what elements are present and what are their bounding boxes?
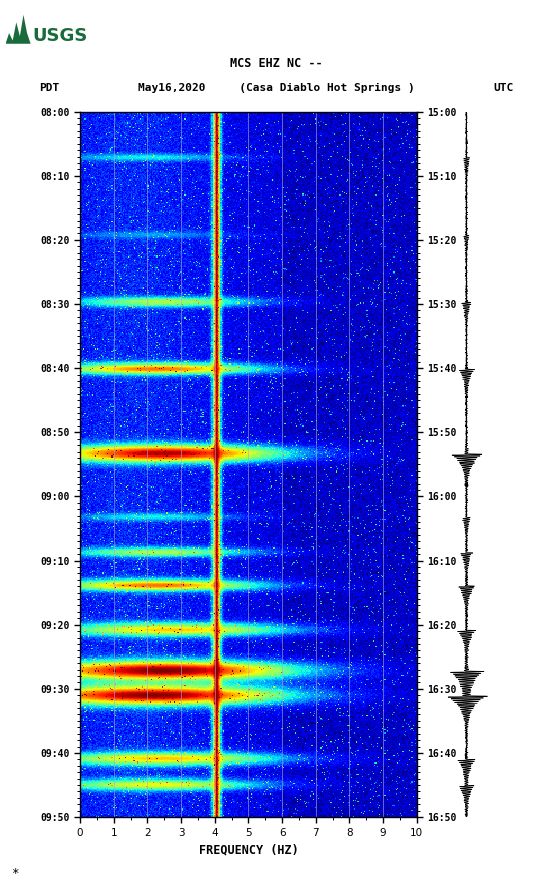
Text: May16,2020     (Casa Diablo Hot Springs ): May16,2020 (Casa Diablo Hot Springs ) <box>137 83 415 93</box>
Text: *: * <box>11 867 19 880</box>
Text: MCS EHZ NC --: MCS EHZ NC -- <box>230 56 322 70</box>
Text: PDT: PDT <box>39 83 59 93</box>
X-axis label: FREQUENCY (HZ): FREQUENCY (HZ) <box>199 843 298 856</box>
Text: UTC: UTC <box>493 83 513 93</box>
Text: USGS: USGS <box>32 28 87 46</box>
Polygon shape <box>6 15 31 44</box>
